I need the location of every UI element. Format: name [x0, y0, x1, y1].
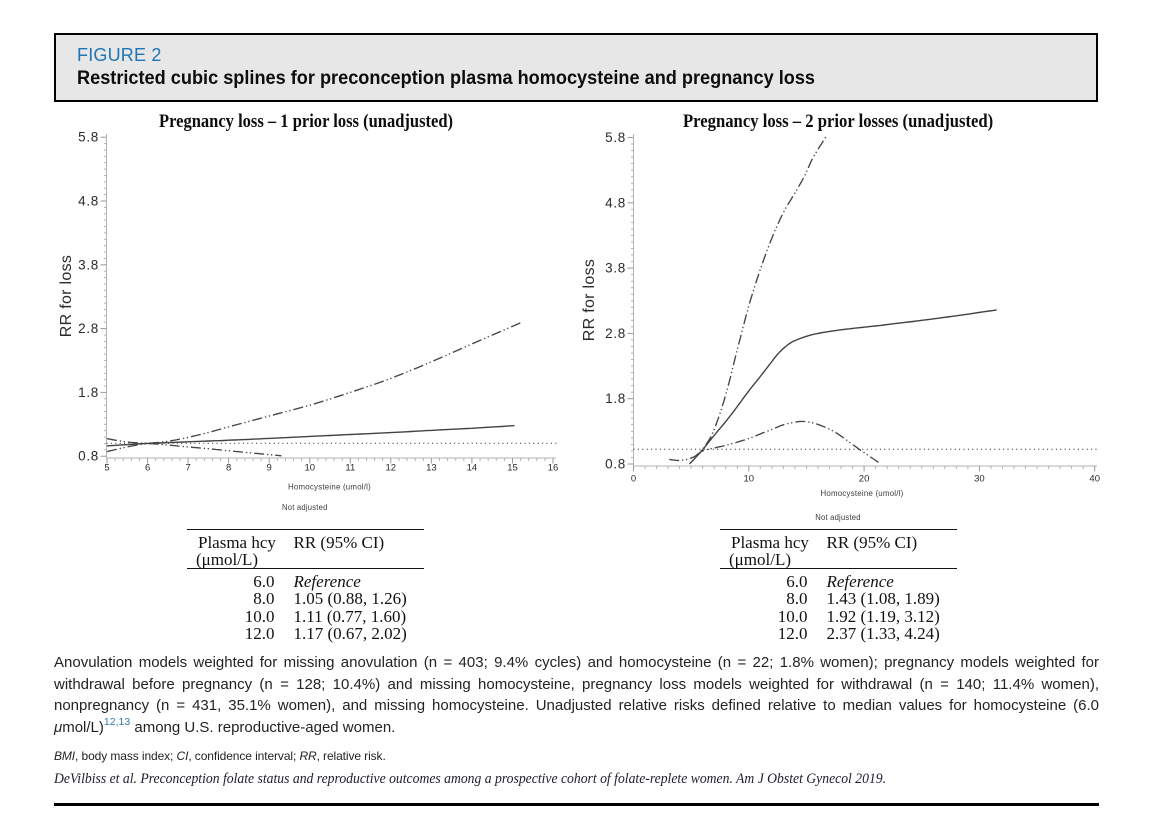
svg-text:0.8: 0.8 — [605, 457, 626, 472]
svg-text:Not adjusted: Not adjusted — [815, 512, 861, 522]
svg-text:9: 9 — [267, 463, 272, 474]
svg-text:1.8: 1.8 — [78, 385, 99, 400]
svg-text:14: 14 — [467, 463, 478, 474]
svg-text:Not adjusted: Not adjusted — [282, 502, 328, 512]
svg-text:RR for loss: RR for loss — [58, 255, 75, 337]
svg-text:2.8: 2.8 — [78, 321, 99, 336]
svg-text:0: 0 — [631, 474, 636, 485]
svg-text:4.8: 4.8 — [605, 195, 626, 210]
svg-text:4.8: 4.8 — [78, 194, 99, 209]
svg-text:1.8: 1.8 — [605, 391, 626, 406]
svg-text:10: 10 — [744, 474, 755, 485]
svg-text:3.8: 3.8 — [605, 261, 626, 276]
svg-text:5.8: 5.8 — [78, 130, 99, 145]
svg-text:12: 12 — [386, 463, 397, 474]
svg-text:Homocysteine (umol/l): Homocysteine (umol/l) — [288, 481, 371, 491]
svg-text:Homocysteine (umol/l): Homocysteine (umol/l) — [821, 488, 904, 498]
svg-text:8: 8 — [226, 463, 231, 474]
svg-text:5: 5 — [104, 463, 109, 474]
svg-text:3.8: 3.8 — [78, 257, 99, 272]
svg-text:16: 16 — [548, 463, 559, 474]
svg-text:2.8: 2.8 — [605, 326, 626, 341]
svg-text:6: 6 — [145, 463, 150, 474]
svg-text:10: 10 — [305, 463, 316, 474]
svg-text:RR for loss: RR for loss — [581, 259, 598, 341]
svg-text:11: 11 — [345, 463, 355, 474]
svg-text:30: 30 — [974, 474, 985, 485]
svg-text:5.8: 5.8 — [605, 130, 626, 145]
svg-text:0.8: 0.8 — [78, 449, 99, 464]
svg-text:7: 7 — [185, 463, 190, 474]
svg-text:20: 20 — [859, 474, 870, 485]
svg-text:13: 13 — [426, 463, 437, 474]
svg-text:40: 40 — [1089, 474, 1100, 485]
svg-text:15: 15 — [507, 463, 518, 474]
